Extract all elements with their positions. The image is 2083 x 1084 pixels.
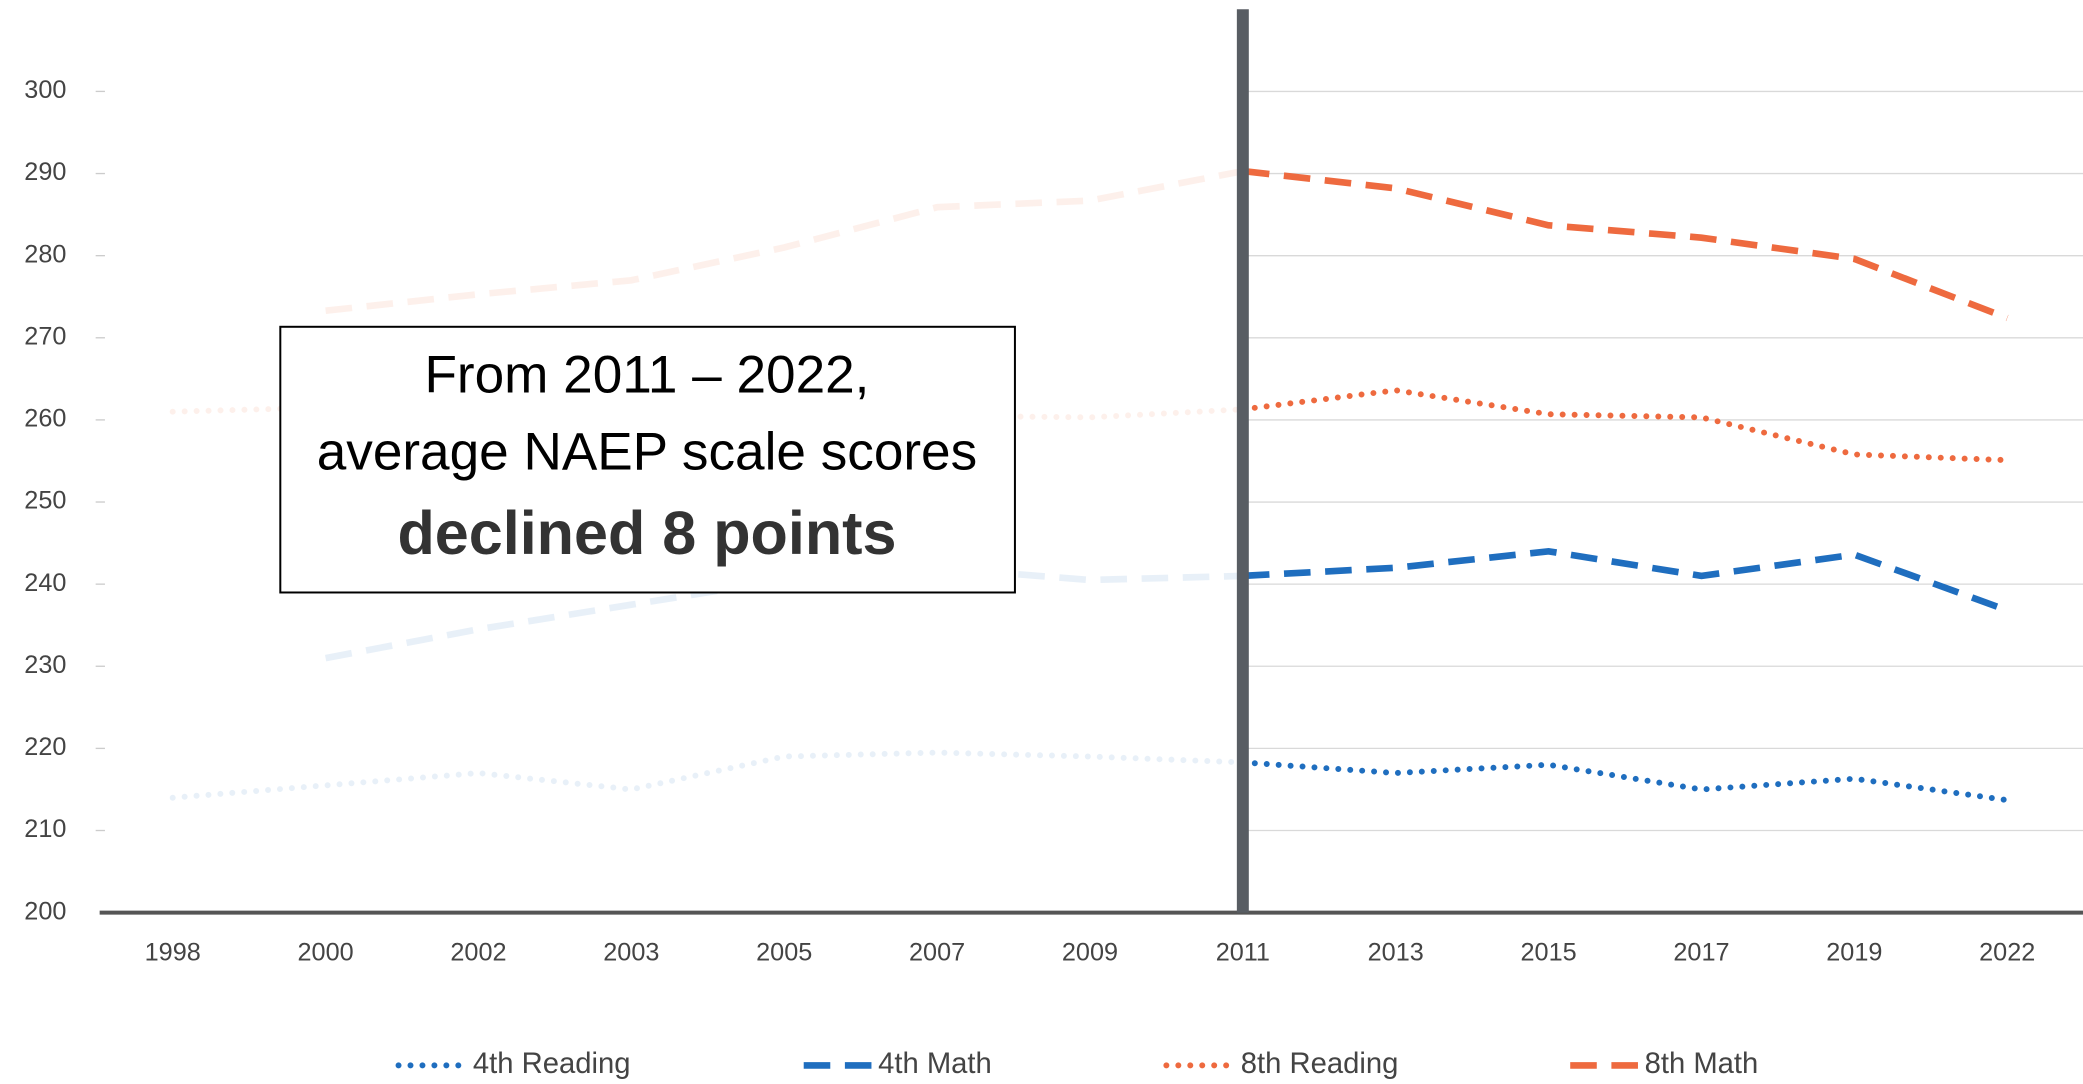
x-tick-label: 2013: [1368, 938, 1424, 966]
x-tick-label: 2007: [909, 938, 965, 966]
series-line: [1239, 759, 2011, 804]
y-tick-label: 220: [24, 733, 66, 761]
y-tick-label: 280: [24, 240, 66, 268]
x-tick-label: 2002: [450, 938, 506, 966]
y-tick-label: 270: [24, 322, 66, 350]
y-tick-label: 240: [24, 569, 66, 597]
grid: [95, 90, 2083, 832]
legend-label: 4th Reading: [473, 1048, 631, 1080]
x-tick-label: 2015: [1521, 938, 1577, 966]
y-tick-label: 230: [24, 651, 66, 679]
x-tick-label: 2009: [1062, 938, 1118, 966]
y-tick-label: 210: [24, 815, 66, 843]
series-line-faded: [325, 167, 1244, 315]
y-tick-label: 250: [24, 487, 66, 515]
annotation: From 2011 – 2022, average NAEP scale sco…: [279, 325, 1016, 594]
y-tick-label: 300: [24, 76, 66, 104]
x-tick-label: 2011: [1216, 938, 1270, 966]
series-line-faded: [169, 749, 1246, 801]
annotation-line: From 2011 – 2022,: [424, 346, 869, 405]
y-tick-label: 290: [24, 158, 66, 186]
x-tick-label: 2003: [603, 938, 659, 966]
x-tick-label: 2022: [1979, 938, 2035, 966]
x-tick-label: 2019: [1826, 938, 1882, 966]
annotation-emphasis: declined 8 points: [397, 499, 896, 567]
x-tick-label: 1998: [145, 938, 201, 966]
y-tick-label: 260: [24, 405, 66, 433]
series-line: [1239, 387, 2011, 464]
series-line: [1242, 547, 2009, 614]
legend-label: 8th Reading: [1241, 1048, 1399, 1080]
series-line: [1242, 167, 2009, 322]
annotation-box: [279, 325, 1016, 594]
x-tick-label: 2000: [298, 938, 354, 966]
legend-label: 8th Math: [1645, 1048, 1759, 1080]
legend-label: 4th Math: [878, 1048, 992, 1080]
x-tick-label: 2005: [756, 938, 812, 966]
x-tick-label: 2017: [1673, 938, 1729, 966]
axes: 200 210 220 230 240 250 260 270 280 290 300 1998 200…: [24, 9, 2083, 1080]
annotation-line: average NAEP scale scores: [317, 423, 977, 482]
y-tick-label: 200: [24, 897, 66, 925]
